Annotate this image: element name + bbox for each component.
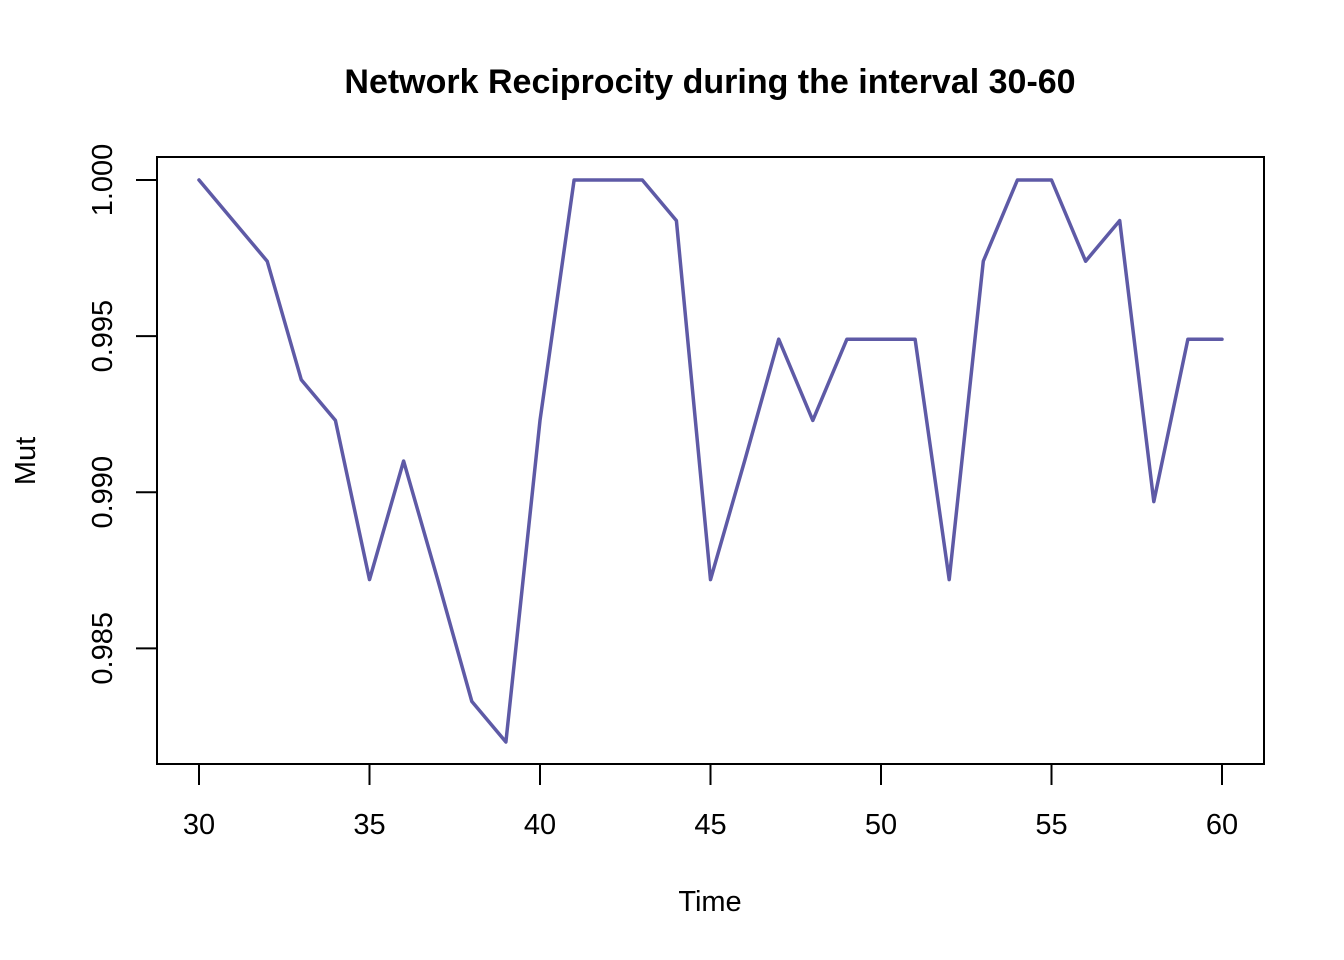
x-tick-label: 40 [524, 809, 556, 841]
y-axis: 0.985 0.990 0.995 1.000 [87, 144, 158, 685]
series-layer [197, 178, 1224, 744]
chart-title: Network Reciprocity during the interval … [344, 63, 1075, 101]
x-tick-label: 60 [1206, 809, 1238, 841]
x-tick-label: 45 [694, 809, 726, 841]
x-tick-label: 30 [183, 809, 215, 841]
y-axis-label: Mut [10, 437, 42, 485]
x-axis-label: Time [678, 886, 741, 918]
y-tick-label: 0.985 [87, 612, 119, 685]
x-tick-label: 35 [353, 809, 385, 841]
y-tick-label: 0.990 [87, 456, 119, 529]
x-tick-label: 55 [1035, 809, 1067, 841]
y-tick-label: 1.000 [87, 144, 119, 217]
x-axis: 30 35 40 45 50 55 60 [183, 763, 1238, 841]
series-line [197, 178, 1224, 744]
x-tick-label: 50 [865, 809, 897, 841]
y-tick-label: 0.995 [87, 300, 119, 373]
